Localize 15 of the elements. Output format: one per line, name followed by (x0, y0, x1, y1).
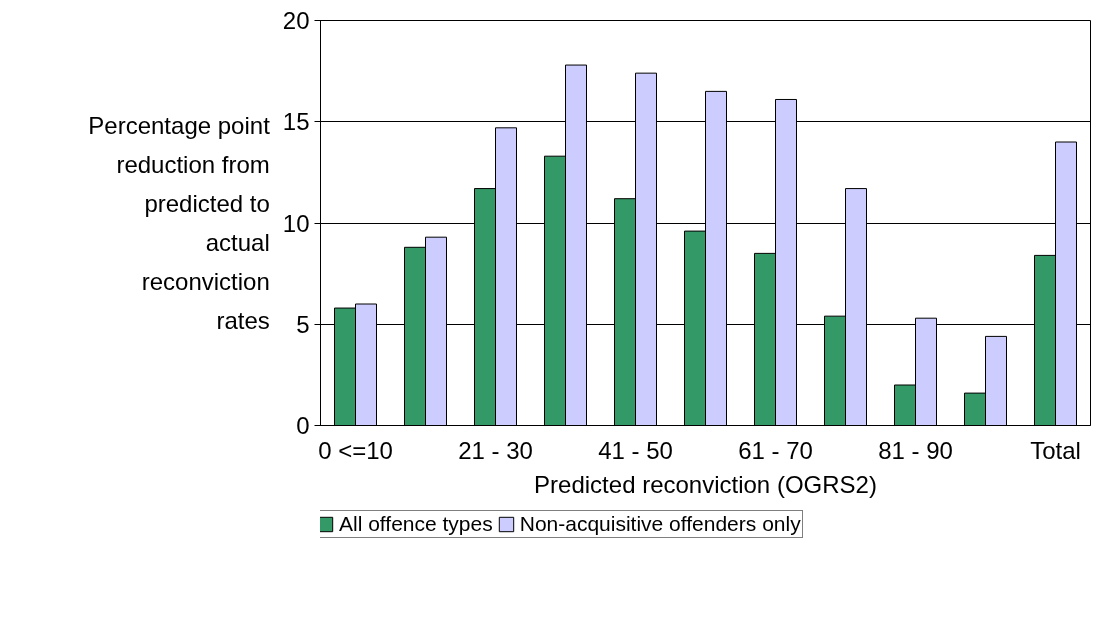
x-tick-label: 81 - 90 (878, 436, 953, 464)
y-tick-label: 15 (282, 108, 310, 136)
x-tick-label: 21 - 30 (458, 436, 533, 464)
y-axis-title: Percentage point reduction from predicted to actual reconviction rates (88, 111, 271, 335)
legend-label: Non-acquisitive offenders only (519, 512, 801, 536)
x-axis-title: Predicted reconviction (OGRS2) (534, 470, 877, 498)
legend-label: All offence types (339, 512, 493, 536)
x-tick-label: Total (1030, 436, 1081, 464)
x-tick-label: 0 <=10 (318, 436, 393, 464)
y-tick-label: 5 (296, 310, 310, 338)
x-tick-label: 41 - 50 (598, 436, 673, 464)
y-tick-label: 0 (296, 412, 310, 439)
x-tick-label: 61 - 70 (738, 436, 813, 464)
y-tick-label: 10 (282, 209, 310, 237)
y-tick-label: 20 (282, 7, 310, 34)
